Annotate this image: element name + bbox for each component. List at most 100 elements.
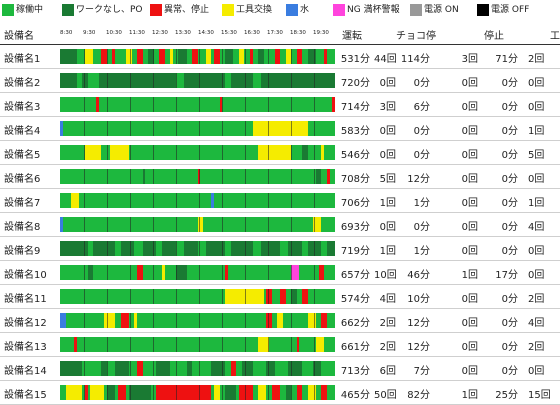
hour-gridline [130,265,131,280]
hour-gridline [291,337,292,352]
table-row[interactable]: 設備名12 662分 2回 12分 0回 0分 4回 [0,308,560,333]
legend: 稼働中 ワークなし、PO 異常、停止 工具交換 水 NG 満杯警報 電源 ON … [0,0,560,20]
time-tick-label: 16:30 [244,30,260,36]
hour-gridline [291,241,292,256]
machine-name: 設備名2 [4,78,41,89]
table-row[interactable]: 設備名6 708分 5回 12分 0回 0分 0回 [0,164,560,189]
hour-gridline [107,385,108,400]
hour-gridline [153,265,154,280]
timeline-segment [183,73,225,88]
status-timeline[interactable] [60,169,335,184]
choko-minutes: 6分 [413,102,430,113]
status-timeline[interactable] [60,337,335,352]
status-timeline[interactable] [60,193,335,208]
legend-label: 異常、停止 [164,5,210,15]
hour-gridline [222,337,223,352]
timeline-segment [271,385,280,400]
status-timeline[interactable] [60,289,335,304]
machine-name: 設備名12 [4,318,47,329]
hour-gridline [222,265,223,280]
table-row[interactable]: 設備名11 574分 4回 10分 0回 0分 2回 [0,284,560,309]
timeline-segment [60,73,77,88]
hour-gridline [314,217,315,232]
timeline-segment [60,49,77,64]
legend-item-power-off: 電源 OFF [477,4,529,16]
choko-minutes: 12分 [407,342,430,353]
hour-gridline [130,361,131,376]
time-tick-label: 9:30 [83,30,96,36]
table-row[interactable]: 設備名4 583分 0回 0分 0回 0分 1回 [0,116,560,141]
timeline-segment [307,313,316,328]
timeline-segment [230,73,253,88]
stop-minutes: 17分 [495,270,518,281]
status-timeline[interactable] [60,241,335,256]
timeline-segment [258,49,264,64]
status-timeline[interactable] [60,265,335,280]
hour-gridline [314,49,315,64]
table-row[interactable]: 設備名13 661分 2回 12分 0回 0分 2回 [0,332,560,357]
legend-label: 水 [300,5,310,15]
status-timeline[interactable] [60,217,335,232]
table-row[interactable]: 設備名8 693分 0回 0分 0回 0分 4回 [0,212,560,237]
status-timeline[interactable] [60,385,335,400]
timeline-segment [101,49,107,64]
status-timeline[interactable] [60,361,335,376]
hour-gridline [314,265,315,280]
legend-label: 電源 OFF [491,5,530,15]
timeline-segment [285,385,291,400]
table-row[interactable]: 設備名10 657分 10回 46分 1回 17分 0回 [0,260,560,285]
choko-count: 5回 [379,174,396,185]
status-timeline[interactable] [60,121,335,136]
timeline-segment [90,385,104,400]
table-row[interactable]: 設備名15 465分 50回 82分 1回 25分 15回 [0,380,560,405]
machine-name: 設備名1 [4,54,41,65]
tool-change-count: 15回 [528,390,551,401]
timeline-segment [219,97,223,112]
legend-label: 工具交換 [236,5,273,15]
header-choko: チョコ停 [396,31,436,42]
hour-gridline [222,313,223,328]
table-row[interactable]: 設備名1 531分 44回 114分 3回 71分 2回 [0,44,560,69]
hour-gridline [84,361,85,376]
machine-name: 設備名13 [4,342,47,353]
hour-gridline [222,361,223,376]
running-minutes: 465分 [340,390,370,401]
hour-gridline [199,313,200,328]
table-row[interactable]: 設備名3 714分 3回 6分 0回 0分 0回 [0,92,560,117]
hour-gridline [130,121,131,136]
status-timeline[interactable] [60,313,335,328]
table-row[interactable]: 設備名9 719分 1回 1分 0回 0分 0回 [0,236,560,261]
timeline-segment [315,169,322,184]
table-row[interactable]: 設備名2 720分 0回 0分 0回 0分 0回 [0,68,560,93]
stop-count: 0回 [461,150,478,161]
hour-gridline [291,97,292,112]
timeline-segment [148,49,154,64]
timeline-segment [211,193,214,208]
timeline-segment [315,337,324,352]
timeline-segment [134,313,137,328]
status-timeline[interactable] [60,145,335,160]
timeline-segment [126,49,132,64]
timeline-segment [302,145,308,160]
status-timeline[interactable] [60,73,335,88]
timeline-segment [321,385,327,400]
tool-change-count: 0回 [528,270,545,281]
hour-gridline [176,97,177,112]
hour-gridline [130,193,131,208]
hour-gridline [222,217,223,232]
hour-gridline [107,313,108,328]
status-timeline[interactable] [60,97,335,112]
time-tick-label: 8:30 [60,30,73,36]
hour-gridline [314,169,315,184]
hour-gridline [245,145,246,160]
table-row[interactable]: 設備名14 713分 6回 7分 0回 0分 0回 [0,356,560,381]
hour-gridline [84,241,85,256]
timeline-segment [258,385,267,400]
status-timeline[interactable] [60,49,335,64]
timeline-segment [128,385,151,400]
hour-gridline [176,145,177,160]
table-row[interactable]: 設備名7 706分 1回 1分 0回 0分 1回 [0,188,560,213]
hour-gridline [291,361,292,376]
hour-gridline [268,289,269,304]
table-row[interactable]: 設備名5 546分 0回 0分 0回 0分 5回 [0,140,560,165]
